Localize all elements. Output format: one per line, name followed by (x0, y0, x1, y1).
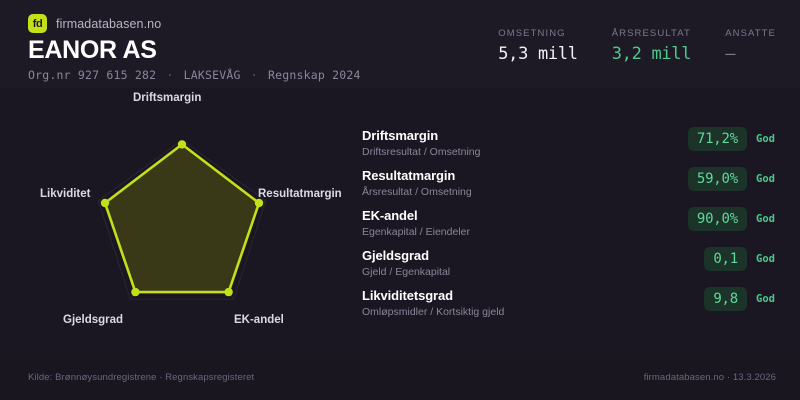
metric-name: Resultatmargin (362, 168, 456, 183)
radar-svg (97, 139, 267, 300)
meta-separator-1: · (166, 68, 174, 82)
metric-rating: God (756, 253, 775, 265)
metric-row-resultatmargin: Resultatmargin Årsresultat / Omsetning 5… (362, 166, 782, 206)
metric-formula: Egenkapital / Eiendeler (362, 226, 470, 238)
header-bar: fd firmadatabasen.no EANOR AS Org.nr 927… (0, 0, 800, 88)
accounting-year: Regnskap 2024 (267, 68, 361, 82)
firmadatabasen-logo-icon: fd (28, 14, 47, 33)
radar-vertex-dot (224, 287, 233, 297)
metric-value-badge: 59,0% (687, 167, 747, 191)
footer-bar: Kilde: Brønnøysundregistrene · Regnskaps… (0, 358, 800, 400)
stat-value: – (725, 44, 736, 64)
metric-name: Gjeldsgrad (362, 248, 429, 263)
radar-data-points (100, 140, 264, 297)
key-figures-radar-chart: Driftsmargin Resultatmargin EK-andel Gje… (0, 88, 350, 352)
radar-vertex-dot (177, 140, 187, 149)
footer-credit: firmadatabasen.no · 13.3.2026 (643, 372, 776, 383)
brand[interactable]: fd firmadatabasen.no (28, 14, 161, 33)
company-place: LAKSEVÅG (183, 68, 241, 82)
stat-label: ÅRSRESULTAT (611, 28, 691, 39)
stat-value: 5,3 mill (498, 44, 578, 64)
brand-name: firmadatabasen.no (56, 16, 162, 31)
metric-rating: God (756, 133, 775, 145)
metric-value-badge: 71,2% (687, 127, 747, 151)
metric-value-badge: 90,0% (687, 207, 747, 231)
metric-value-badge: 9,8 (704, 287, 747, 311)
axis-label-ek-andel: EK-andel (234, 314, 284, 326)
axis-label-gjeldsgrad: Gjeldsgrad (63, 314, 124, 326)
metric-rating: God (756, 173, 775, 185)
metric-rating: God (756, 213, 775, 225)
footer-source: Kilde: Brønnøysundregistrene · Regnskaps… (28, 372, 255, 383)
metric-row-gjeldsgrad: Gjeldsgrad Gjeld / Egenkapital 0,1 God (362, 246, 782, 286)
metric-name: Driftsmargin (362, 128, 439, 143)
stat-ansatte: ANSATTE – (725, 28, 776, 64)
axis-label-driftsmargin: Driftsmargin (133, 92, 202, 104)
metric-row-driftsmargin: Driftsmargin Driftsresultat / Omsetning … (362, 126, 782, 166)
metric-formula: Årsresultat / Omsetning (362, 186, 472, 198)
metric-name: EK-andel (362, 208, 418, 223)
metric-name: Likviditetsgrad (362, 288, 453, 303)
metric-row-likviditetsgrad: Likviditetsgrad Omløpsmidler / Kortsikti… (362, 286, 782, 326)
stat-label: ANSATTE (725, 28, 776, 39)
page-title: EANOR AS (28, 36, 157, 64)
metric-value-badge: 0,1 (704, 247, 747, 271)
radar-vertex-dot (100, 198, 110, 208)
metric-row-ek-andel: EK-andel Egenkapital / Eiendeler 90,0% G… (362, 206, 782, 246)
stat-omsetning: OMSETNING 5,3 mill (498, 28, 611, 64)
metric-formula: Omløpsmidler / Kortsiktig gjeld (362, 306, 505, 318)
company-meta: Org.nr 927 615 282 · LAKSEVÅG · Regnskap… (28, 68, 361, 82)
radar-data-area (103, 143, 261, 294)
axis-label-resultatmargin: Resultatmargin (258, 188, 342, 200)
radar-vertex-dot (131, 287, 140, 297)
stat-label: OMSETNING (498, 28, 566, 39)
radar-vertex-dot (254, 198, 264, 208)
meta-separator-2: · (250, 68, 258, 82)
key-figures-list: Driftsmargin Driftsresultat / Omsetning … (362, 126, 782, 326)
metric-formula: Gjeld / Egenkapital (362, 266, 451, 278)
metric-rating: God (756, 293, 775, 305)
axis-label-likviditet: Likviditet (40, 188, 91, 200)
org-number: Org.nr 927 615 282 (28, 68, 157, 82)
stat-value: 3,2 mill (611, 44, 692, 64)
metric-formula: Driftsresultat / Omsetning (362, 146, 481, 158)
stat-arsresultat: ÅRSRESULTAT 3,2 mill (612, 28, 725, 64)
header-stats: OMSETNING 5,3 mill ÅRSRESULTAT 3,2 mill … (498, 28, 776, 64)
